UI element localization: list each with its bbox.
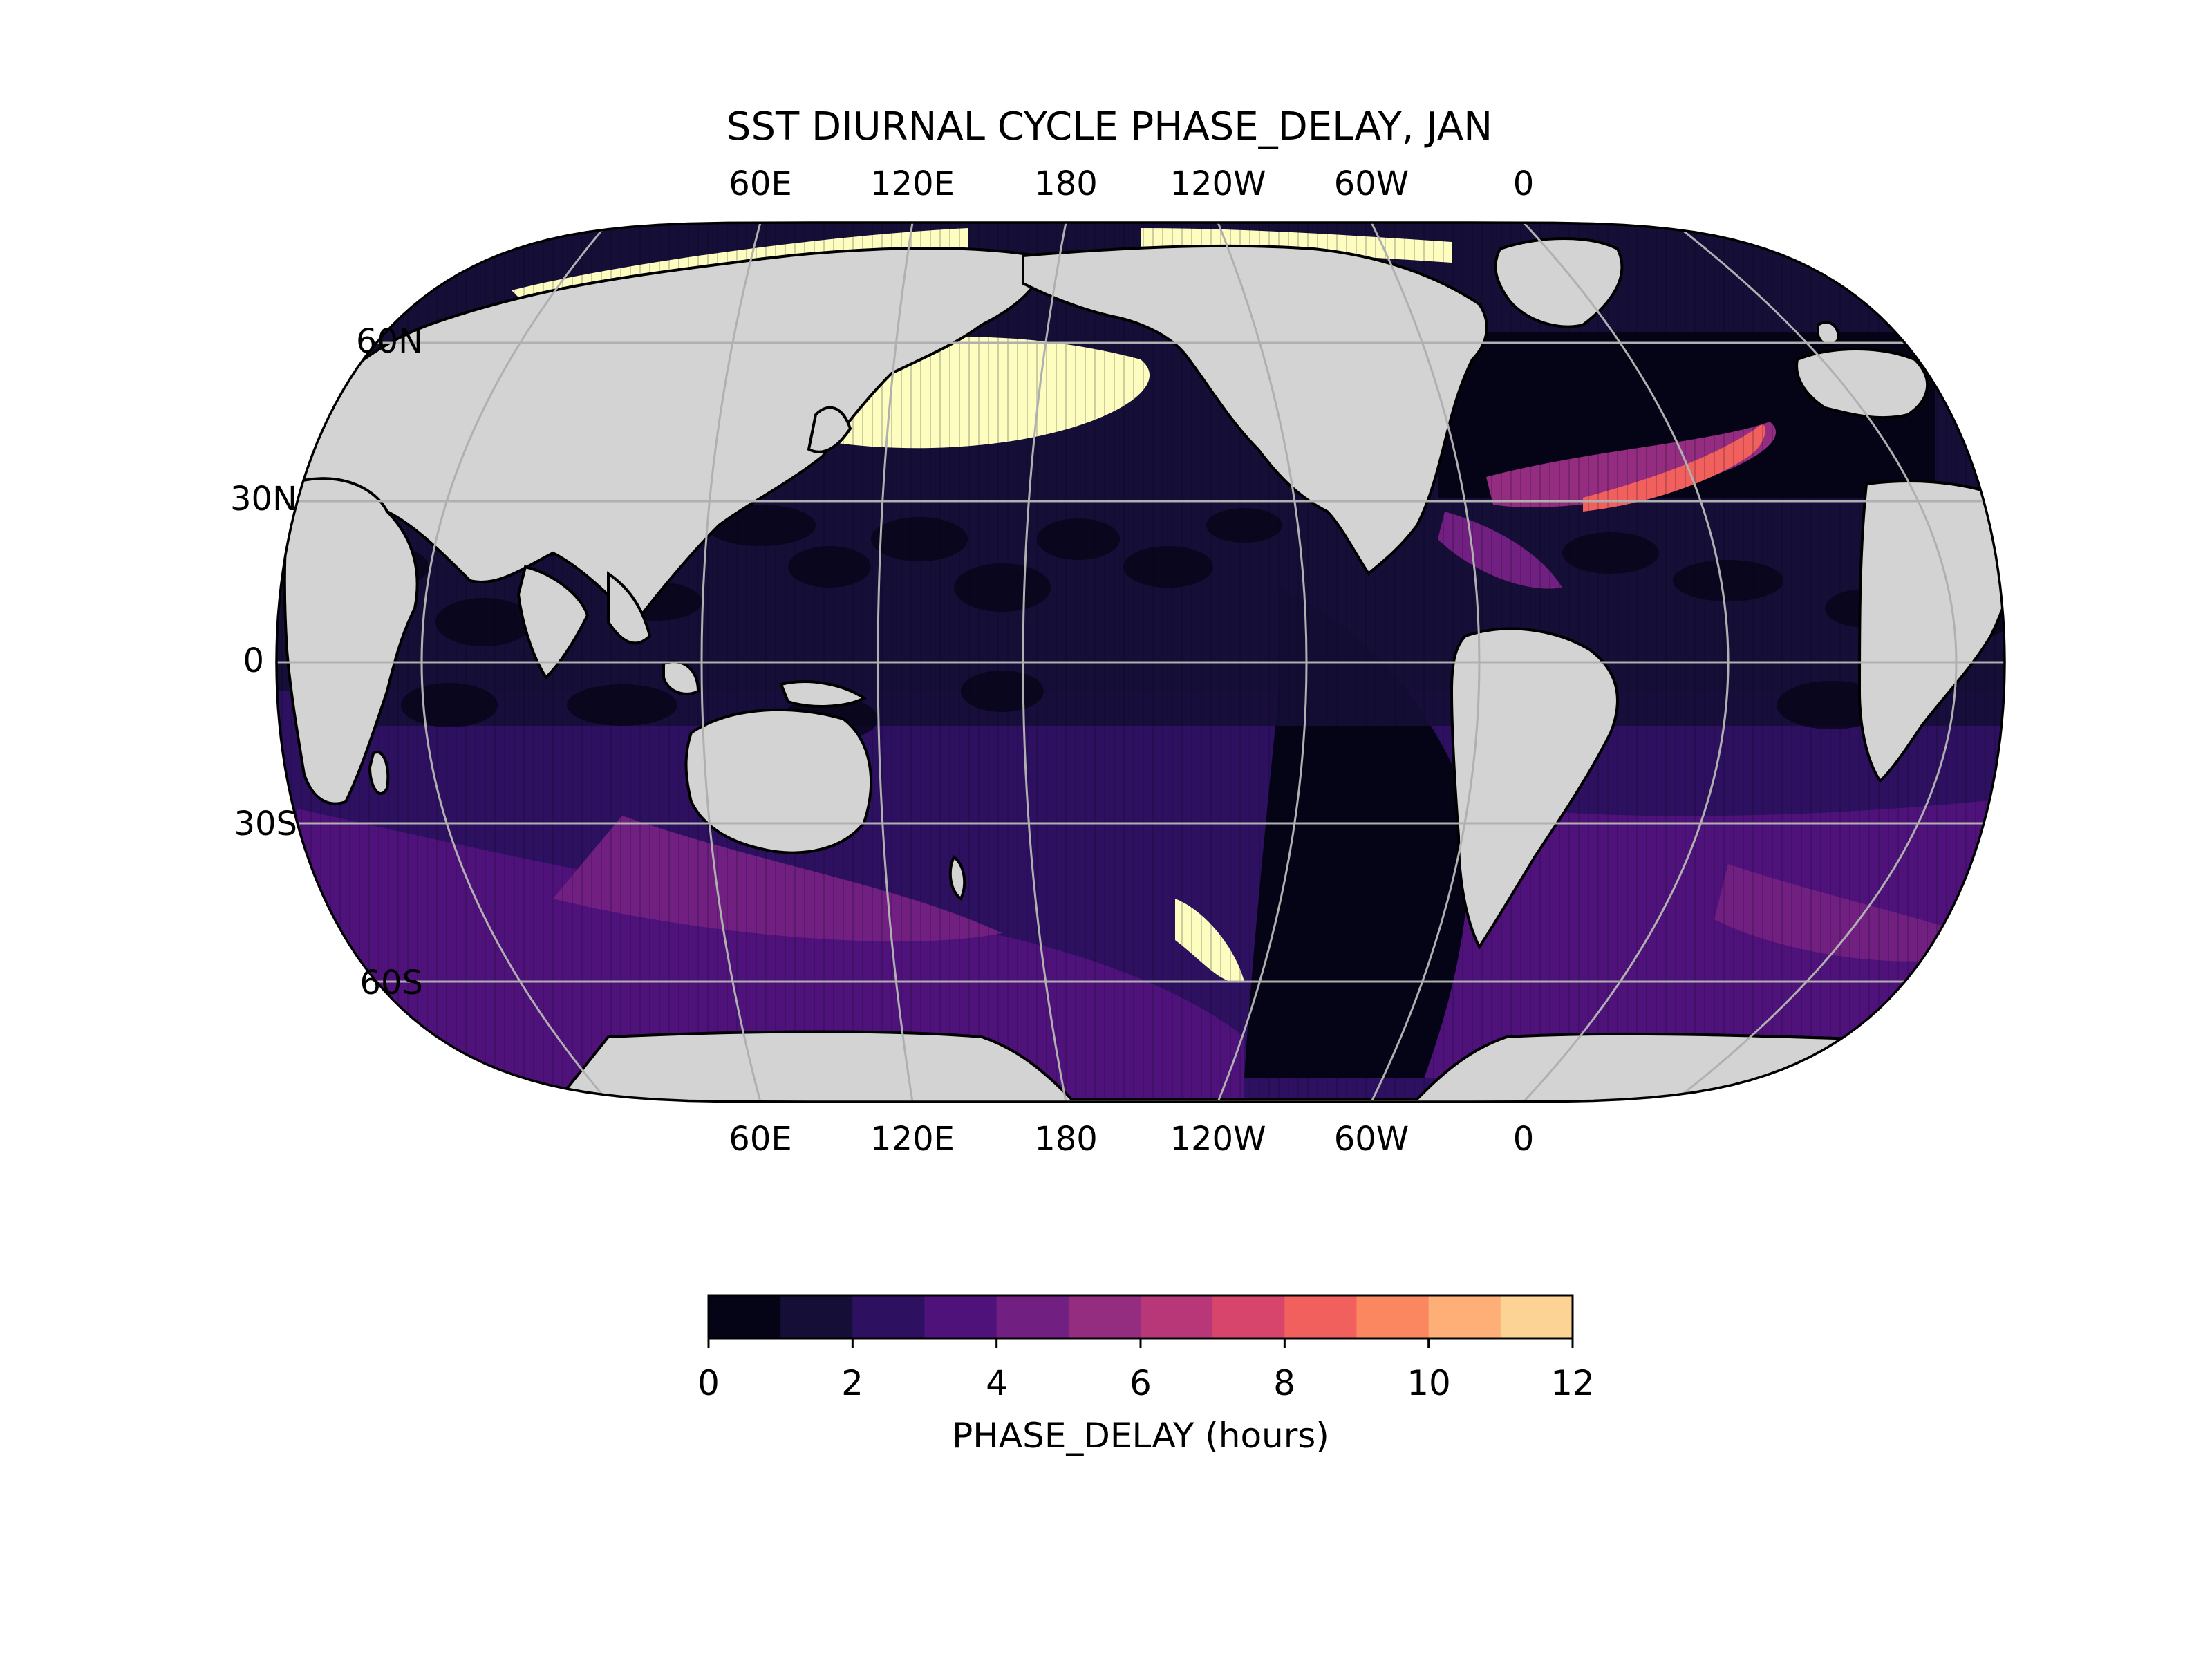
colorbar-segment bbox=[1212, 1295, 1286, 1338]
colorbar-ticks bbox=[707, 1338, 1574, 1348]
colorbar-segment bbox=[1356, 1295, 1430, 1338]
colorbar: 0 2 4 6 8 10 12 PHASE_DELAY (hours) bbox=[697, 1294, 1595, 1456]
colorbar-segment bbox=[852, 1295, 926, 1338]
lat-label-60n: 60N bbox=[356, 322, 423, 361]
colorbar-segments bbox=[709, 1295, 1573, 1338]
top-longitude-labels: 60E 120E 180 120W 60W 0 bbox=[729, 165, 1534, 203]
meridian-line bbox=[1522, 223, 1730, 1102]
meridian-line bbox=[1672, 223, 1958, 1102]
colorbar-tick-labels: 0 2 4 6 8 10 12 bbox=[697, 1363, 1595, 1403]
land-south-america bbox=[1450, 627, 1619, 950]
lon-label-top: 0 bbox=[1513, 165, 1535, 203]
colorbar-segment bbox=[924, 1295, 997, 1338]
colorbar-segment bbox=[1068, 1295, 1141, 1338]
lon-label-top: 180 bbox=[1034, 165, 1098, 203]
meridian-line bbox=[700, 223, 762, 1102]
land-india bbox=[516, 565, 590, 680]
lat-label-eq: 0 bbox=[243, 641, 264, 680]
latitude-labels: 60N 30N 0 30S 60S bbox=[230, 322, 423, 1002]
lon-label-top: 60E bbox=[729, 165, 791, 203]
colorbar-tick-label: 12 bbox=[1550, 1363, 1595, 1403]
land-indochina bbox=[607, 571, 652, 645]
lon-label-bottom: 0 bbox=[1513, 1120, 1535, 1159]
world-map bbox=[275, 221, 2006, 1103]
colorbar-segment bbox=[1428, 1295, 1501, 1338]
colorbar-label: PHASE_DELAY (hours) bbox=[952, 1416, 1329, 1456]
map-title: SST DIURNAL CYCLE PHASE_DELAY, JAN bbox=[727, 104, 1492, 149]
colorbar-segment bbox=[996, 1295, 1069, 1338]
colorbar-tick-label: 10 bbox=[1407, 1363, 1451, 1403]
colorbar-tick-label: 2 bbox=[841, 1363, 863, 1403]
meridian-line bbox=[1217, 223, 1308, 1102]
land-new-zealand bbox=[948, 855, 966, 901]
colorbar-segment bbox=[1141, 1295, 1213, 1338]
colorbar-tick-label: 8 bbox=[1273, 1363, 1295, 1403]
lon-label-bottom: 60W bbox=[1334, 1120, 1409, 1159]
graticule bbox=[276, 223, 2005, 1102]
colorbar-segment bbox=[780, 1295, 854, 1338]
lat-label-30n: 30N bbox=[230, 480, 297, 518]
land-british-isles bbox=[1817, 321, 1841, 346]
lon-label-top: 60W bbox=[1334, 165, 1409, 203]
colorbar-segment bbox=[1284, 1295, 1358, 1338]
colorbar-tick-label: 0 bbox=[697, 1363, 720, 1403]
colorbar-segment bbox=[709, 1295, 781, 1338]
lon-label-top: 120E bbox=[870, 165, 955, 203]
land-africa bbox=[283, 477, 419, 805]
meridian-line bbox=[1370, 223, 1481, 1102]
lon-label-top: 120W bbox=[1170, 165, 1266, 203]
land-antarctica bbox=[550, 1030, 2005, 1102]
colorbar-tick-label: 6 bbox=[1130, 1363, 1152, 1403]
land-north-america bbox=[1022, 244, 1488, 577]
map-boundary bbox=[275, 221, 2006, 1103]
lon-label-bottom: 120E bbox=[870, 1120, 955, 1159]
lon-label-bottom: 120W bbox=[1170, 1120, 1266, 1159]
land-europe bbox=[1795, 348, 1929, 420]
colorbar-segment bbox=[1500, 1295, 1573, 1338]
colorbar-tick-label: 4 bbox=[986, 1363, 1008, 1403]
land-new-guinea bbox=[779, 680, 867, 708]
meridian-line bbox=[1022, 223, 1067, 1102]
meridian-line bbox=[877, 223, 914, 1102]
bottom-longitude-labels: 60E 120E 180 120W 60W 0 bbox=[729, 1120, 1534, 1159]
meridian-line bbox=[420, 223, 610, 1102]
lat-label-30s: 30S bbox=[234, 805, 297, 843]
land-japan bbox=[807, 406, 852, 453]
land-greenland bbox=[1494, 237, 1624, 328]
lon-label-bottom: 60E bbox=[729, 1120, 791, 1159]
lat-label-60s: 60S bbox=[359, 964, 423, 1002]
lon-label-bottom: 180 bbox=[1034, 1120, 1098, 1159]
land-masses bbox=[283, 237, 2005, 1102]
land-madagascar bbox=[368, 751, 390, 795]
land-australia bbox=[684, 708, 872, 854]
